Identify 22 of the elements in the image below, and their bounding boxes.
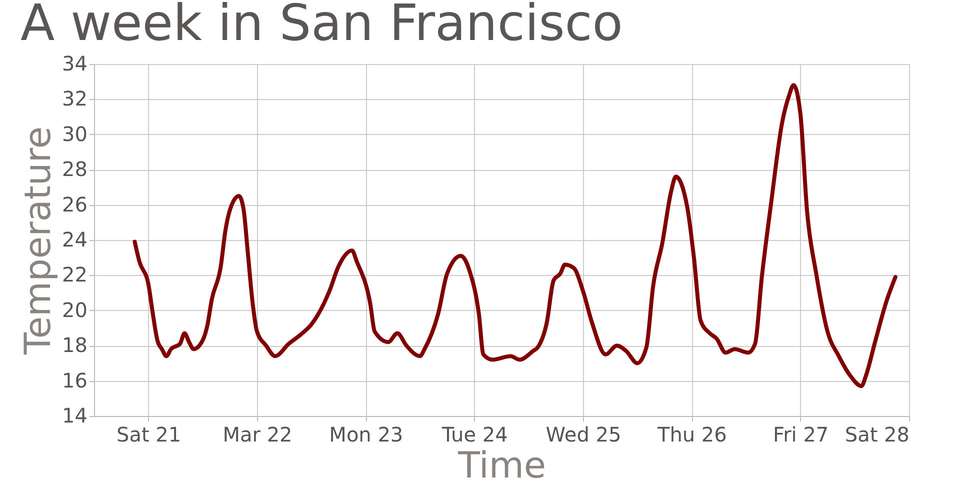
chart-title: A week in San Francisco	[20, 0, 623, 52]
x-axis-title: Time	[456, 446, 546, 486]
y-tick-label: 30	[62, 122, 88, 146]
y-tick-label: 16	[62, 368, 88, 392]
y-tick-label: 26	[62, 192, 88, 216]
y-tick-label: 20	[62, 298, 88, 322]
y-tick-label: 24	[62, 228, 88, 252]
y-tick-label: 28	[62, 157, 88, 182]
y-tick-label: 14	[62, 404, 88, 428]
x-tick-label: Sat 28	[844, 422, 910, 446]
x-tick-label: Wed 25	[546, 422, 622, 446]
y-tick-label: 34	[62, 52, 88, 76]
x-tick-label: Tue 24	[440, 422, 508, 446]
x-tick-label: Sat 21	[116, 422, 182, 446]
y-tick-label: 18	[62, 333, 88, 358]
x-tick-label: Thu 26	[656, 422, 727, 446]
y-axis-title: Temperature	[18, 126, 60, 356]
y-tick-label: 32	[62, 86, 88, 111]
x-tick-label: Mon 23	[329, 422, 404, 446]
x-tick-label: Fri 27	[773, 422, 829, 446]
y-tick-label: 22	[62, 262, 88, 287]
x-tick-label: Mar 22	[222, 422, 292, 446]
